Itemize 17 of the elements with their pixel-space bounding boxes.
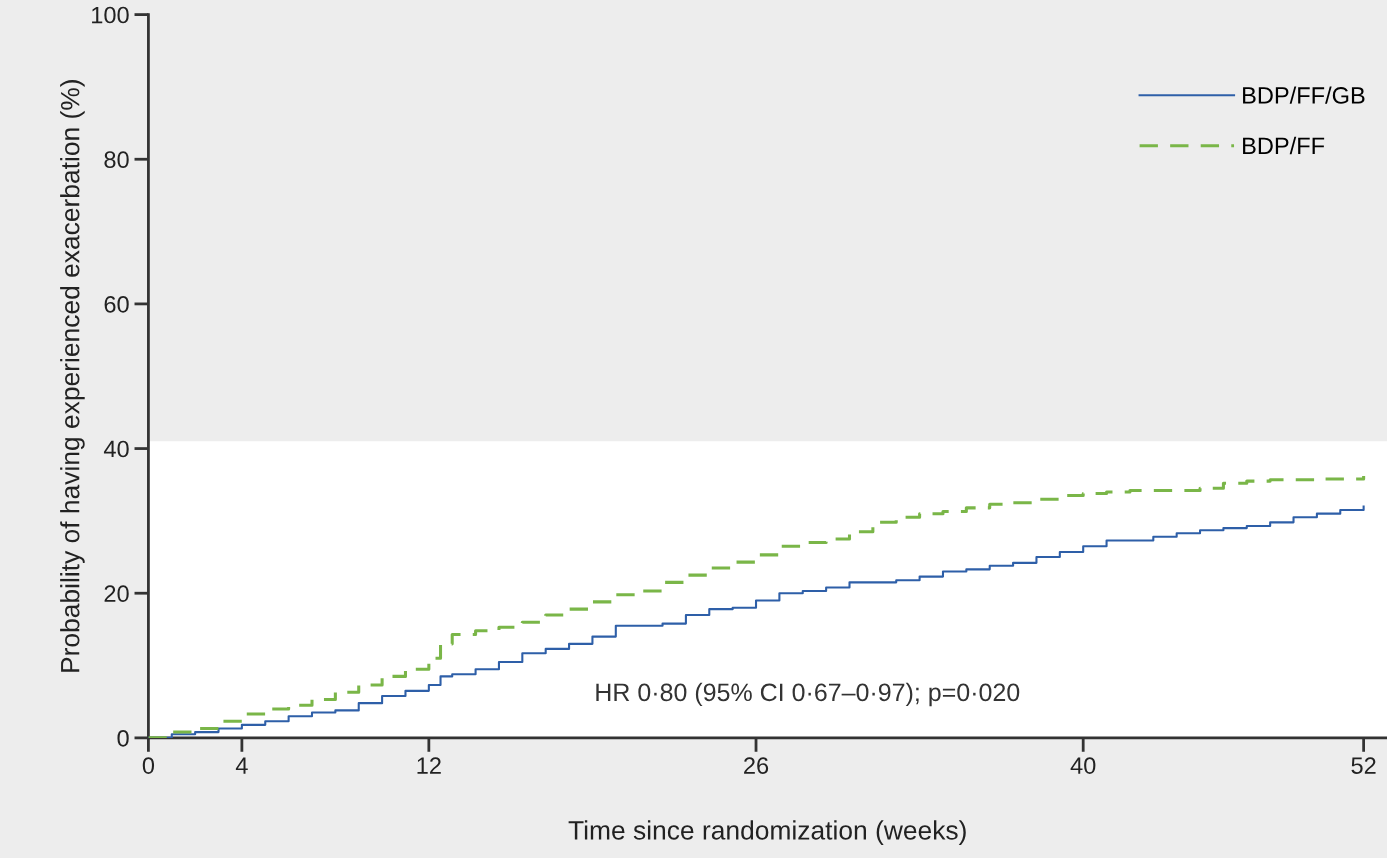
x-tick-label: 0 [142,757,155,774]
y-axis-title: Probability of having experienced exacerbation (%) [60,80,85,672]
x-axis-title: Time since randomization (weeks) [568,820,966,845]
legend-label: BDP/FF/GB [1243,86,1365,104]
annotation: HR 0·80 (95% CI 0·67–0·97); p=0·020 [596,682,1020,707]
y-tick-label: 0 [117,729,129,747]
x-tick-label: 4 [235,757,248,774]
x-tick-label: 40 [1070,757,1096,774]
y-tick-label: 20 [104,585,129,603]
y-tick-label: 100 [92,6,129,24]
x-tick-label: 52 [1351,757,1376,774]
y-tick-label: 40 [103,440,129,458]
x-tick-label: 26 [744,757,769,774]
legend-label: BDP/FF [1243,136,1325,155]
x-tick-label: 12 [417,757,441,774]
y-tick-label: 60 [104,295,129,313]
y-tick-label: 80 [104,151,129,169]
